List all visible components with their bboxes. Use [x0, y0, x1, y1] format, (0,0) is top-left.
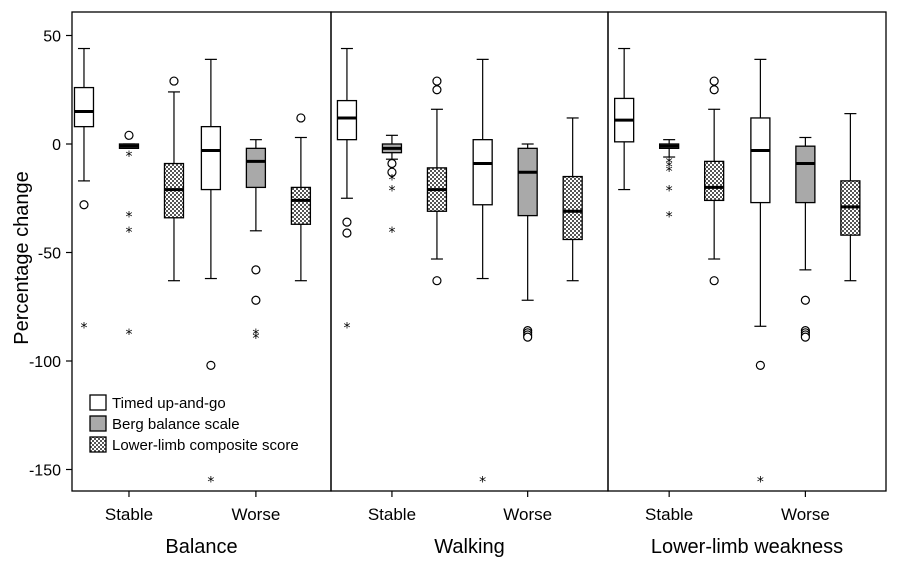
legend-label-timed-up-and-go: Timed up-and-go [112, 395, 226, 412]
outlier-circle-walking-stable-lower-limb-composite-score-2 [432, 276, 442, 286]
outlier-star-walking-stable-berg-balance-scale-2: * [388, 225, 395, 241]
outlier-star-balance-stable-timed-up-and-go-0: * [80, 320, 87, 336]
box-lower-limb-weakness-stable-berg-balance-scale: ***** [659, 139, 680, 226]
x-tick-label-lower-limb-weakness-stable: Stable [645, 505, 693, 524]
box-balance-stable-lower-limb-composite-score [163, 76, 185, 282]
outlier-star-lower-limb-weakness-stable-berg-balance-scale-0: * [666, 155, 673, 171]
outlier-star-balance-worse-berg-balance-scale-0: * [252, 327, 259, 343]
x-tick-label-balance-stable: Stable [105, 505, 153, 524]
box-body-balance-worse-berg-balance-scale [245, 147, 267, 189]
panel-title-balance: Balance [165, 536, 237, 558]
y-tick-label-100: -100 [29, 354, 61, 371]
outlier-circle-walking-stable-berg-balance-scale-0 [387, 158, 397, 169]
outlier-circle-walking-stable-lower-limb-composite-score-1 [432, 76, 442, 86]
outlier-star-balance-stable-berg-balance-scale-2: * [125, 225, 132, 241]
outlier-circle-walking-worse-berg-balance-scale-3 [523, 332, 533, 342]
outlier-star-walking-stable-timed-up-and-go-0: * [343, 320, 350, 336]
box-walking-worse-lower-limb-composite-score [562, 117, 583, 282]
outlier-circle-balance-worse-timed-up-and-go-0 [206, 360, 216, 370]
outlier-star-balance-stable-berg-balance-scale-1: * [125, 210, 132, 226]
box-walking-worse-berg-balance-scale [517, 143, 538, 342]
outlier-star-balance-stable-berg-balance-scale-0: * [125, 149, 132, 165]
legend-label-lower-limb-composite-score: Lower-limb composite score [112, 437, 299, 454]
outlier-circle-walking-stable-timed-up-and-go-1 [342, 228, 352, 238]
box-body-balance-worse-timed-up-and-go [200, 125, 222, 191]
outlier-star-lower-limb-weakness-stable-berg-balance-scale-1: * [666, 160, 673, 176]
outlier-circle-walking-stable-timed-up-and-go-0 [342, 217, 352, 227]
y-axis-title: Percentage change [11, 171, 33, 344]
x-tick-label-walking-worse: Worse [503, 505, 552, 524]
box-lower-limb-weakness-worse-timed-up-and-go: * [750, 58, 771, 490]
x-tick-label-lower-limb-weakness-worse: Worse [781, 505, 830, 524]
box-body-lower-limb-weakness-worse-berg-balance-scale [795, 145, 816, 204]
panel-frame-walking [330, 11, 609, 492]
box-body-balance-stable-timed-up-and-go [73, 86, 95, 128]
outlier-circle-lower-limb-weakness-stable-lower-limb-composite-score-1 [709, 76, 719, 86]
y-tick-label-50: 50 [43, 29, 61, 46]
box-body-walking-worse-berg-balance-scale [517, 147, 538, 217]
box-walking-stable-berg-balance-scale: *** [381, 134, 403, 241]
legend-swatch-berg-balance-scale [89, 415, 107, 432]
outlier-star-balance-stable-berg-balance-scale-3: * [125, 327, 132, 343]
box-walking-stable-lower-limb-composite-score [426, 76, 448, 286]
panels-layer: Balance Stable Worse Walking Stable Worse Lowe… [71, 11, 887, 558]
box-balance-worse-berg-balance-scale: ** [245, 139, 267, 347]
y-tick-label-150: -150 [29, 463, 61, 480]
legend-swatch-lower-limb-composite-score [89, 436, 107, 453]
legend-label-berg-balance-scale: Berg balance scale [112, 416, 240, 433]
outlier-circle-lower-limb-weakness-worse-timed-up-and-go-0 [755, 360, 765, 370]
y-axis: 50 0 -50 -100 -150 [29, 29, 72, 480]
outlier-circle-walking-stable-berg-balance-scale-1 [387, 167, 397, 177]
box-balance-stable-timed-up-and-go: * [73, 47, 95, 336]
box-lower-limb-weakness-stable-timed-up-and-go [614, 47, 635, 191]
box-body-walking-worse-lower-limb-composite-score [562, 175, 583, 241]
outlier-star-walking-stable-berg-balance-scale-1: * [388, 184, 395, 200]
outlier-circle-balance-worse-lower-limb-composite-score-0 [296, 113, 306, 123]
box-body-lower-limb-weakness-worse-timed-up-and-go [750, 117, 771, 204]
box-lower-limb-weakness-worse-lower-limb-composite-score [840, 113, 861, 282]
outlier-star-lower-limb-weakness-stable-berg-balance-scale-2: * [666, 164, 673, 180]
box-body-walking-worse-timed-up-and-go [472, 139, 493, 206]
outlier-circle-walking-stable-lower-limb-composite-score-0 [432, 85, 442, 95]
box-body-balance-worse-lower-limb-composite-score [290, 186, 312, 225]
box-balance-worse-lower-limb-composite-score [290, 113, 312, 282]
outlier-star-balance-worse-berg-balance-scale-1: * [252, 331, 259, 347]
outlier-circle-lower-limb-weakness-stable-lower-limb-composite-score-2 [709, 276, 719, 286]
box-body-lower-limb-weakness-stable-lower-limb-composite-score [704, 160, 725, 202]
legend: Timed up-and-go Berg balance scale Lower… [89, 394, 299, 454]
x-tick-label-balance-worse: Worse [231, 505, 280, 524]
box-balance-stable-berg-balance-scale: **** [118, 130, 140, 343]
outlier-star-walking-stable-berg-balance-scale-0: * [388, 173, 395, 189]
y-tick-label-0: 0 [52, 137, 61, 154]
outlier-circle-balance-stable-timed-up-and-go-0 [79, 200, 89, 210]
box-lower-limb-weakness-stable-lower-limb-composite-score [704, 76, 725, 286]
panel-title-walking: Walking [434, 536, 504, 558]
outlier-star-lower-limb-weakness-stable-berg-balance-scale-3: * [666, 184, 673, 200]
outlier-star-balance-worse-timed-up-and-go-0: * [207, 474, 214, 490]
outlier-circle-lower-limb-weakness-stable-lower-limb-composite-score-0 [709, 85, 719, 95]
outlier-circle-balance-worse-berg-balance-scale-0 [251, 265, 261, 275]
outlier-star-walking-worse-timed-up-and-go-0: * [479, 474, 486, 490]
outlier-circle-lower-limb-weakness-worse-berg-balance-scale-0 [800, 295, 810, 305]
box-walking-stable-timed-up-and-go: * [336, 47, 358, 336]
panel-frame-lower-limb-weakness [607, 11, 887, 492]
outlier-star-lower-limb-weakness-stable-berg-balance-scale-4: * [666, 210, 673, 226]
outlier-circle-balance-stable-lower-limb-composite-score-0 [169, 76, 179, 86]
box-walking-worse-timed-up-and-go: * [472, 58, 493, 490]
x-tick-label-walking-stable: Stable [368, 505, 416, 524]
outlier-circle-balance-stable-berg-balance-scale-0 [124, 130, 134, 140]
box-balance-worse-timed-up-and-go: * [200, 58, 222, 490]
box-body-walking-stable-timed-up-and-go [336, 99, 358, 141]
legend-swatch-timed-up-and-go [89, 394, 107, 411]
boxes-layer: ******************* [73, 47, 861, 490]
y-tick-label-50: -50 [38, 246, 61, 263]
outlier-circle-balance-worse-berg-balance-scale-1 [251, 295, 261, 305]
outlier-star-lower-limb-weakness-worse-timed-up-and-go-0: * [757, 474, 764, 490]
box-lower-limb-weakness-worse-berg-balance-scale [795, 136, 816, 342]
panel-title-lower-limb-weakness: Lower-limb weakness [651, 536, 843, 558]
outlier-circle-lower-limb-weakness-worse-berg-balance-scale-4 [800, 332, 810, 342]
